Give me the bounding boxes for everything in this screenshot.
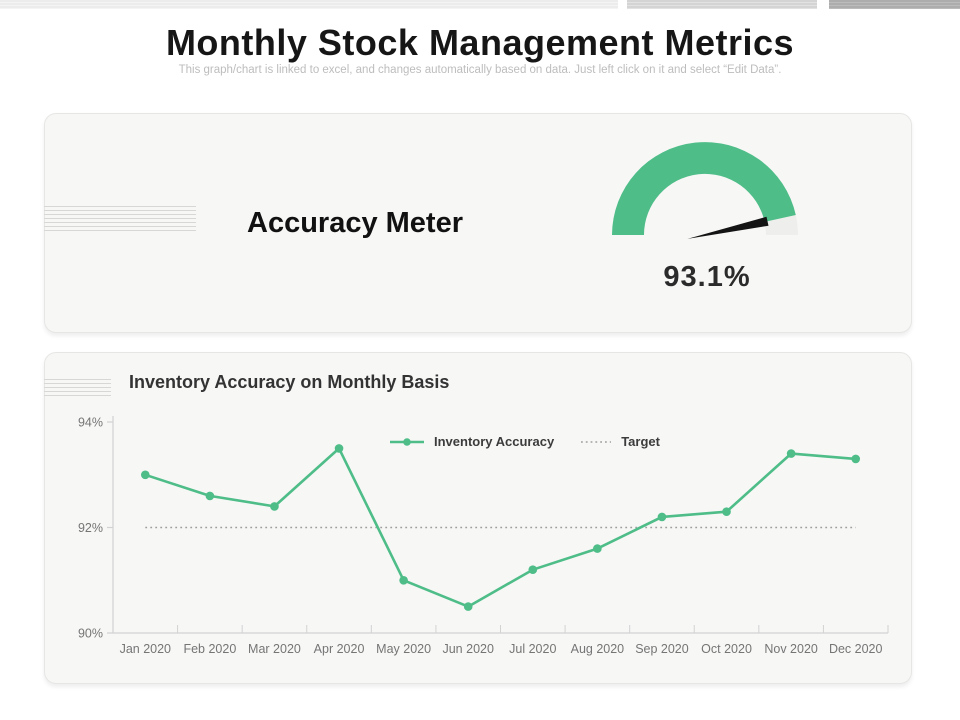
legend-label: Target [621, 434, 660, 449]
x-axis-label: Mar 2020 [248, 642, 301, 656]
data-point-marker [463, 602, 473, 611]
chart-legend: Inventory Accuracy Target [389, 434, 660, 449]
data-point-marker [205, 491, 215, 501]
gauge-fill-arc [612, 142, 796, 235]
page-subtitle: This graph/chart is linked to excel, and… [178, 64, 782, 76]
line-chart-card: Inventory Accuracy on Monthly Basis 94% 9… [44, 352, 912, 684]
y-axis-label: 92% [78, 521, 103, 535]
decorative-lines [44, 206, 196, 232]
data-point-marker [786, 449, 796, 458]
chart-title: Inventory Accuracy on Monthly Basis [129, 372, 450, 392]
data-point-marker [399, 576, 408, 585]
x-axis-label: Sep 2020 [635, 642, 689, 656]
gauge-chart[interactable] [605, 141, 805, 271]
accuracy-meter-label: Accuracy Meter [247, 207, 463, 239]
x-axis-label: Aug 2020 [571, 642, 625, 656]
top-decoration-bar-light [0, 0, 618, 9]
top-decoration-bar-dark [829, 0, 960, 9]
gauge-track-arc [764, 215, 798, 235]
gauge-needle [687, 216, 769, 239]
data-point-marker [270, 502, 279, 511]
data-point-marker [722, 507, 731, 516]
data-point-marker [140, 470, 150, 480]
x-axis-label: Dec 2020 [829, 642, 883, 656]
data-point-marker [851, 454, 861, 464]
data-point-marker [593, 544, 602, 553]
data-point-marker [528, 565, 538, 574]
inventory-accuracy-line [143, 447, 858, 608]
line-marker-icon [390, 437, 424, 446]
data-point-marker [334, 444, 344, 453]
legend-item-target: Target [580, 434, 660, 449]
legend-item-inventory-accuracy: Inventory Accuracy [389, 434, 554, 449]
decorative-lines [44, 379, 111, 397]
x-axis-label: Jan 2020 [120, 642, 171, 656]
x-axis-label: Jul 2020 [509, 642, 556, 656]
page-title: Monthly Stock Management Metrics [165, 22, 795, 63]
data-point-marker [657, 512, 667, 522]
top-decoration-bar-medium [627, 0, 817, 9]
accuracy-meter-card: Accuracy Meter 93.1% [44, 113, 912, 333]
legend-label: Inventory Accuracy [434, 434, 555, 449]
y-axis-label: 90% [78, 627, 103, 641]
gauge-value: 93.1% [663, 261, 751, 293]
x-axis-label: Jun 2020 [442, 642, 493, 656]
x-axis-label: Feb 2020 [183, 642, 236, 656]
line-chart[interactable]: 94% 92% 90% Jan 2020 Feb 2020 Mar 2020 Apr 202… [45, 353, 911, 683]
dotted-line-marker-icon [581, 440, 612, 443]
x-axis-label: Oct 2020 [701, 642, 752, 656]
x-axis-label: Apr 2020 [314, 642, 365, 656]
x-axis-label: May 2020 [376, 642, 431, 656]
x-axis-label: Nov 2020 [764, 642, 818, 656]
y-axis-label: 94% [78, 416, 103, 430]
